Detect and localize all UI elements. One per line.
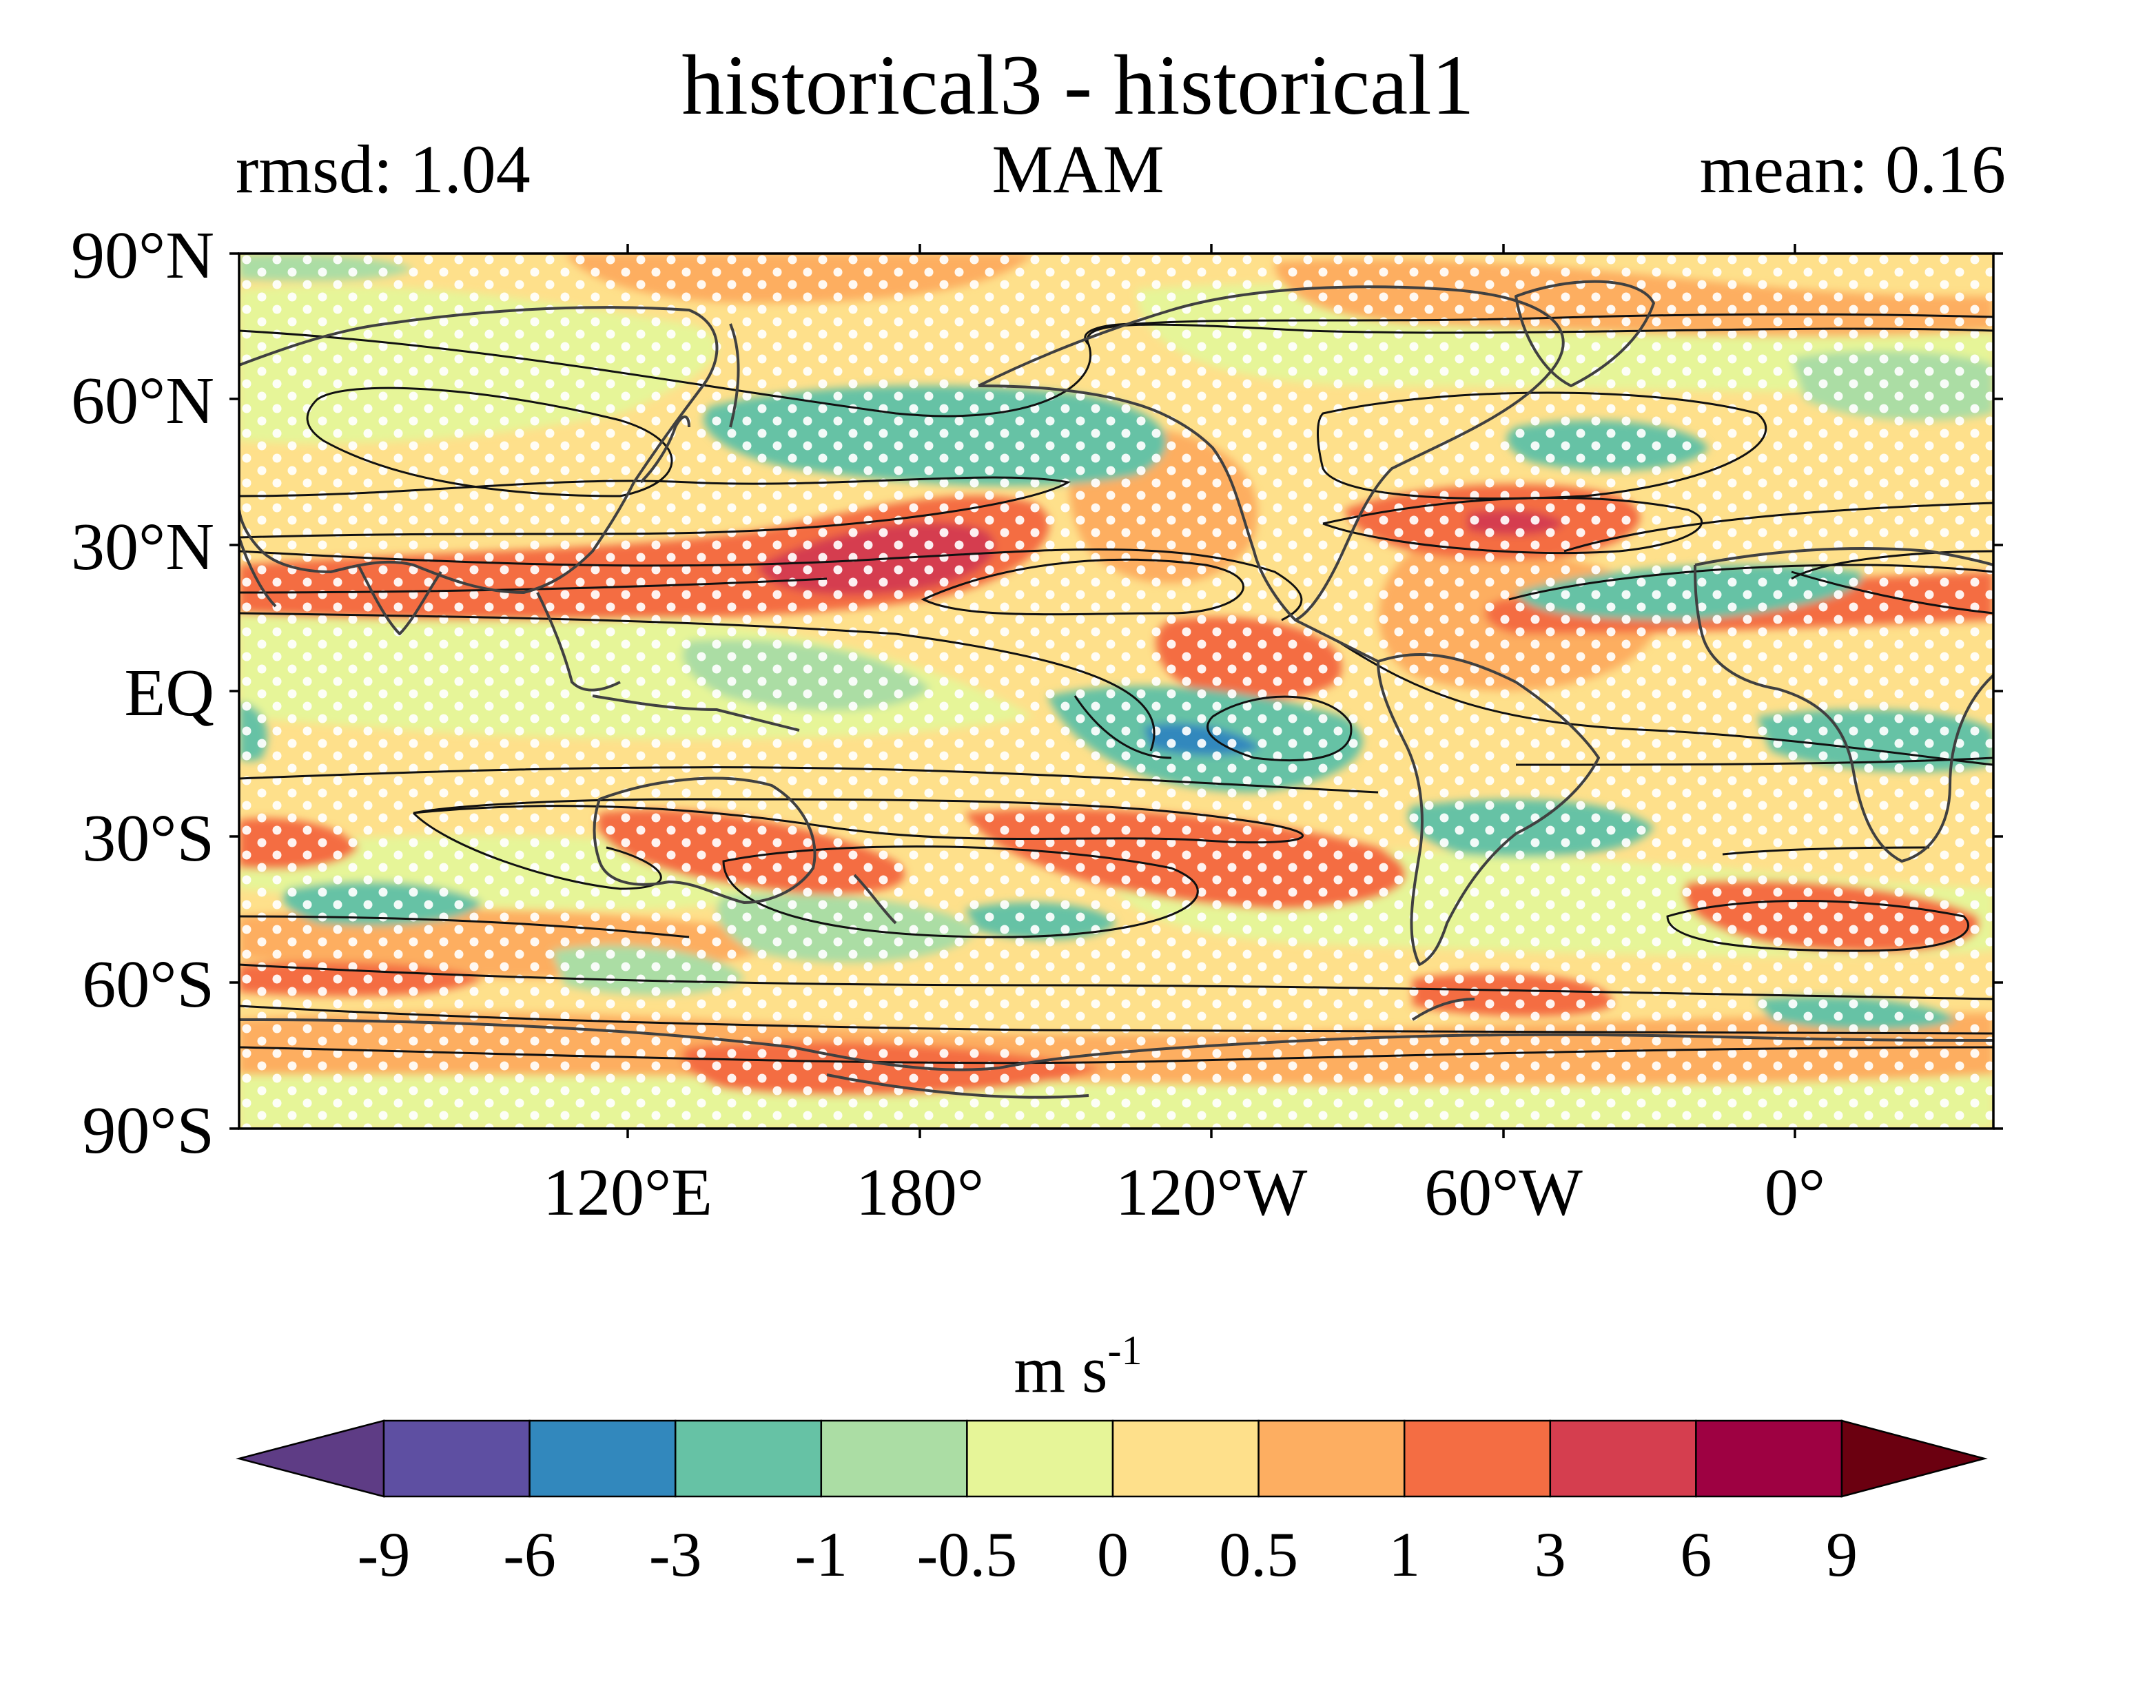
coastline-japan (639, 415, 690, 484)
coastline-indonesia (592, 694, 800, 732)
colorbar (236, 1419, 1988, 1498)
lat-label-60n: 60°N (71, 364, 214, 438)
colorbar-units-exponent: -1 (1107, 1328, 1142, 1373)
coastline-india (357, 564, 442, 635)
colorbar-tick-label: 6 (1680, 1519, 1712, 1589)
contour-line (1515, 757, 1993, 766)
contour-line (306, 387, 673, 497)
lat-label-60s: 60°S (82, 947, 214, 1022)
coastline-antarctic-peninsula (1411, 998, 1475, 1021)
coastline-antarctica (239, 1018, 1993, 1071)
coastline-kamchatka (729, 323, 740, 428)
lon-label-60w: 60°W (1424, 1155, 1583, 1230)
contour-line (239, 1046, 1993, 1064)
rmsd-label: rmsd: 1.04 (236, 131, 531, 207)
contour-line (239, 766, 1379, 794)
contour-line (1508, 564, 1993, 601)
lat-label-90n: 90°N (71, 218, 214, 293)
colorbar-segment (966, 1419, 1114, 1498)
colorbar-over-arrow (1840, 1419, 1988, 1498)
coastline-greenland (1515, 280, 1655, 387)
colorbar-tick-label: -6 (503, 1519, 556, 1589)
coastline-africa (1694, 547, 1993, 863)
colorbar-units-main: m s (1014, 1333, 1108, 1406)
contour-line (722, 845, 1199, 938)
coastline-australia (593, 776, 817, 904)
coastline-arabia (239, 537, 277, 608)
lat-label-30s: 30°S (82, 801, 214, 876)
coastline-ross-shelf (826, 1073, 1089, 1099)
colorbar-tick-label: 0 (1097, 1519, 1129, 1589)
coastline-seasia (536, 592, 621, 692)
contour-line (239, 577, 828, 594)
lon-label-120w: 120°W (1115, 1155, 1308, 1230)
axis-ticks (229, 244, 2003, 1138)
lat-label-30n: 30°N (71, 510, 214, 584)
coastline-eurasia (239, 306, 719, 594)
contour-line (1317, 391, 1767, 500)
coastline-north-america (978, 285, 1565, 621)
colorbar-tick-label: -3 (648, 1519, 702, 1589)
contour-line (921, 558, 1244, 616)
colorbar-segment (820, 1419, 968, 1498)
colorbar-units: m s-1 (0, 1330, 2156, 1403)
coastline-new-zealand (853, 874, 897, 925)
lat-label-eq: EQ (124, 656, 214, 730)
contour-line (413, 798, 1304, 844)
coastlines (239, 280, 1993, 1099)
lat-label-90s: 90°S (82, 1093, 214, 1168)
colorbar-segment (528, 1419, 677, 1498)
contour-line (239, 476, 1071, 539)
contour-line (1722, 846, 1930, 856)
contour-line (1207, 695, 1353, 761)
mean-label: mean: 0.16 (1699, 131, 2006, 207)
contour-line (1666, 900, 1969, 952)
lon-label-120e: 120°E (542, 1155, 713, 1230)
contour-line (239, 915, 690, 938)
colorbar-under-arrow (236, 1419, 385, 1498)
colorbar-segment (1403, 1419, 1552, 1498)
contour-line (1563, 502, 1993, 553)
contour-line (1791, 570, 1993, 615)
colorbar-tick-label: -0.5 (916, 1519, 1018, 1589)
colorbar-segment (1257, 1419, 1406, 1498)
colorbar-tick-label: 3 (1534, 1519, 1566, 1589)
coastline-central-america (1295, 619, 1379, 663)
contour-line (412, 812, 662, 890)
colorbar-tick-label: 1 (1388, 1519, 1421, 1589)
significance-stippling (239, 254, 1993, 1129)
season-label: MAM (992, 131, 1164, 207)
contour-line (1336, 639, 1993, 766)
colorbar-segment (1111, 1419, 1260, 1498)
colorbar-tick-label: 9 (1826, 1519, 1858, 1589)
contour-line (1791, 550, 1993, 580)
coastline-south-america (1377, 653, 1600, 966)
contour-line (1074, 695, 1172, 759)
lon-label-0: 0° (1764, 1155, 1826, 1230)
contour-line (239, 548, 1303, 621)
colorbar-tick-label: -1 (794, 1519, 848, 1589)
contour-line (1322, 497, 1703, 555)
map-area (239, 254, 1993, 1129)
colorbar-segment (674, 1419, 823, 1498)
contour-line (239, 612, 1156, 752)
colorbar-tick-label: -9 (357, 1519, 411, 1589)
colorbar-segment (1695, 1419, 1843, 1498)
colorbar-segment (1549, 1419, 1697, 1498)
colorbar-segment (382, 1419, 531, 1498)
colorbar-tick-label: 0.5 (1219, 1519, 1299, 1589)
contour-line (239, 963, 1993, 1000)
lon-label-180: 180° (855, 1155, 985, 1230)
map-title: historical3 - historical1 (681, 38, 1475, 132)
